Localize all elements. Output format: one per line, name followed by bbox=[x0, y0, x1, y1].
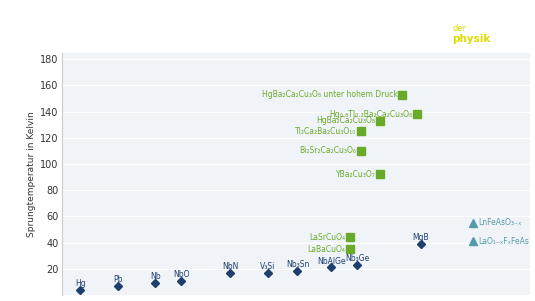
Text: Bi₂Sr₂Ca₂Cu₃O₆: Bi₂Sr₂Ca₂Cu₃O₆ bbox=[300, 146, 357, 155]
Text: Nb₃Ge: Nb₃Ge bbox=[345, 254, 370, 263]
Text: NbN: NbN bbox=[222, 262, 238, 271]
Text: HgBa₂Ca₂Cu₃O₈: HgBa₂Ca₂Cu₃O₈ bbox=[316, 116, 376, 125]
Text: Pb: Pb bbox=[113, 275, 123, 284]
Text: LnFeAsO₃₋ₓ: LnFeAsO₃₋ₓ bbox=[478, 219, 521, 228]
Text: Nb: Nb bbox=[150, 272, 160, 281]
Text: HgBa₂Ca₂Cu₃O₈ unter hohem Druck: HgBa₂Ca₂Cu₃O₈ unter hohem Druck bbox=[262, 90, 398, 99]
Text: YBa₂Cu₃O₇: YBa₂Cu₃O₇ bbox=[335, 170, 376, 179]
Text: Nb₃Sn: Nb₃Sn bbox=[286, 260, 309, 269]
Text: Tl₂Ca₂Ba₂Cu₃O₁₀: Tl₂Ca₂Ba₂Cu₃O₁₀ bbox=[295, 127, 357, 136]
Text: der: der bbox=[452, 24, 466, 33]
Text: Hg: Hg bbox=[75, 279, 86, 288]
Text: Entwicklung der Sprungtemperatur: Entwicklung der Sprungtemperatur bbox=[8, 17, 384, 36]
Y-axis label: Sprungtemperatur in Kelvin: Sprungtemperatur in Kelvin bbox=[27, 111, 36, 237]
Text: physik: physik bbox=[452, 34, 491, 44]
Text: Hg₀.₈Tl₀.₂Ba₂Ca₂Cu₃O₈: Hg₀.₈Tl₀.₂Ba₂Ca₂Cu₃O₈ bbox=[330, 110, 413, 119]
Text: welt: welt bbox=[452, 14, 476, 24]
Text: LaO₁₋ₓFₓFeAs: LaO₁₋ₓFₓFeAs bbox=[478, 237, 529, 246]
Text: LaSrCuO₄: LaSrCuO₄ bbox=[309, 233, 346, 242]
Text: MgB: MgB bbox=[412, 233, 430, 242]
Text: NbAlGe: NbAlGe bbox=[317, 256, 346, 265]
Text: LaBaCuO₄: LaBaCuO₄ bbox=[308, 245, 346, 254]
Text: NbO: NbO bbox=[173, 270, 189, 279]
Text: V₃Si: V₃Si bbox=[260, 262, 275, 271]
